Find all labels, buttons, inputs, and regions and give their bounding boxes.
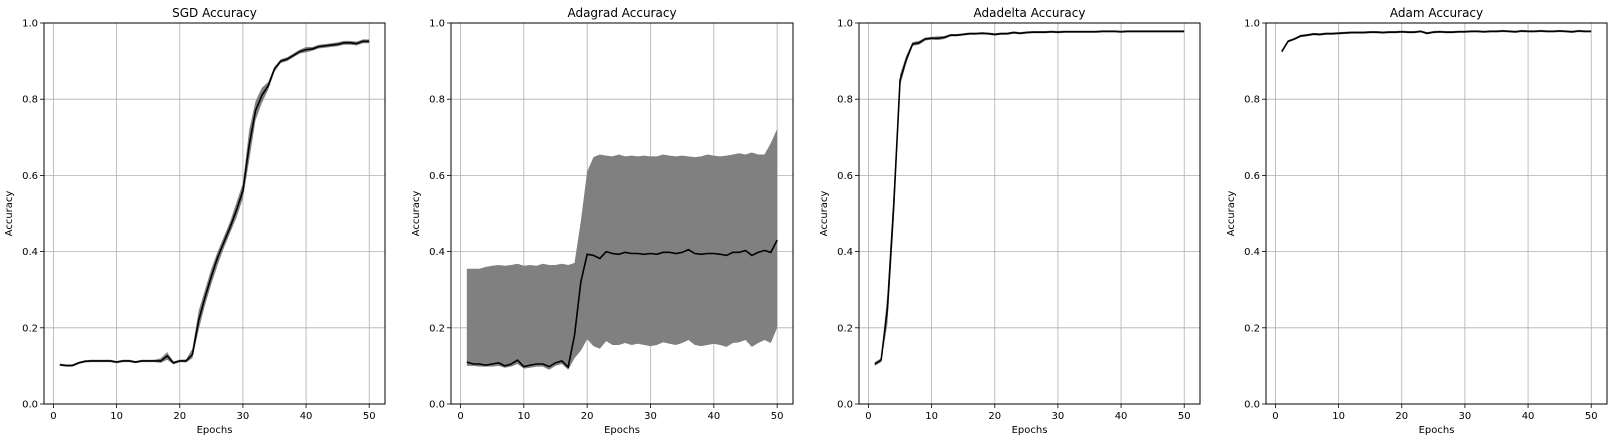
x-axis-label: Epochs: [1419, 425, 1455, 436]
x-tick-label: 30: [237, 411, 250, 422]
y-tick-label: 1.0: [1244, 19, 1260, 30]
axes-frame: [858, 22, 1201, 405]
x-tick-label: 50: [1178, 411, 1191, 422]
y-tick-label: 0.2: [837, 323, 853, 334]
y-tick-label: 0.6: [429, 171, 445, 182]
x-tick-label: 50: [1585, 411, 1598, 422]
x-tick-label: 0: [865, 411, 871, 422]
y-axis-label: Accuracy: [1226, 191, 1237, 237]
chart-title: Adadelta Accuracy: [974, 6, 1086, 20]
x-axis-label: Epochs: [604, 425, 640, 436]
x-tick-label: 50: [363, 411, 376, 422]
chart-panel-4: 0 10 20 30 40 50 0.0 0.2 0.4 0.6 0.8 1.0 Adam Accura…: [1226, 6, 1608, 436]
mean-line: [874, 30, 1185, 365]
y-axis-label: Accuracy: [4, 191, 15, 237]
x-tick-label: 20: [1395, 411, 1408, 422]
x-tick-label: 0: [457, 411, 463, 422]
y-tick-label: 0.8: [837, 95, 853, 106]
mean-line: [59, 40, 370, 367]
x-tick-label: 40: [1115, 411, 1128, 422]
std-band: [59, 39, 370, 367]
x-axis-label: Epochs: [1012, 425, 1048, 436]
y-tick-label: 0.8: [429, 95, 445, 106]
chart-panel-1: 0 10 20 30 40 50 0.0 0.2 0.4 0.6 0.8 1.0 SGD Accurac…: [4, 6, 386, 436]
x-axis-label: Epochs: [197, 425, 233, 436]
y-tick-label: 0.0: [22, 400, 38, 411]
x-tick-label: 50: [771, 411, 784, 422]
y-tick-label: 0.8: [22, 95, 38, 106]
x-tick-label: 20: [581, 411, 594, 422]
chart-title: SGD Accuracy: [172, 6, 257, 20]
y-tick-label: 0.0: [837, 400, 853, 411]
chart-panel-3: 0 10 20 30 40 50 0.0 0.2 0.4 0.6 0.8 1.0 Adadelta Ac…: [819, 6, 1201, 436]
chart-title: Adagrad Accuracy: [567, 6, 676, 20]
y-tick-label: 0.4: [837, 247, 853, 258]
y-tick-label: 0.0: [429, 400, 445, 411]
y-tick-label: 0.4: [22, 247, 38, 258]
y-tick-label: 1.0: [837, 19, 853, 30]
y-axis-label: Accuracy: [411, 191, 422, 237]
x-tick-label: 0: [50, 411, 56, 422]
mean-line: [466, 239, 778, 369]
y-tick-label: 0.2: [429, 323, 445, 334]
x-tick-label: 30: [644, 411, 657, 422]
x-tick-label: 30: [1459, 411, 1472, 422]
mean-line: [1281, 30, 1592, 52]
x-tick-label: 40: [300, 411, 313, 422]
y-tick-label: 0.0: [1244, 400, 1260, 411]
y-tick-label: 0.8: [1244, 95, 1260, 106]
y-tick-label: 0.4: [429, 247, 445, 258]
y-tick-label: 0.2: [1244, 323, 1260, 334]
y-tick-label: 1.0: [429, 19, 445, 30]
axes-frame: [1265, 22, 1608, 405]
std-band: [874, 30, 1185, 366]
y-tick-label: 0.4: [1244, 247, 1260, 258]
x-tick-label: 10: [110, 411, 123, 422]
chart-panel-2: 0 10 20 30 40 50 0.0 0.2 0.4 0.6 0.8 1.0 Adagrad Acc…: [411, 6, 794, 436]
chart-title: Adam Accuracy: [1390, 6, 1483, 20]
x-tick-label: 10: [517, 411, 530, 422]
y-tick-label: 1.0: [22, 19, 38, 30]
y-axis-label: Accuracy: [819, 191, 830, 237]
axes-frame: [43, 22, 386, 405]
y-tick-label: 0.6: [1244, 171, 1260, 182]
x-tick-label: 20: [173, 411, 186, 422]
x-tick-label: 20: [988, 411, 1001, 422]
x-tick-label: 40: [1522, 411, 1535, 422]
x-tick-label: 30: [1052, 411, 1065, 422]
std-band: [466, 128, 778, 370]
y-tick-label: 0.6: [22, 171, 38, 182]
y-tick-label: 0.6: [837, 171, 853, 182]
x-tick-label: 0: [1272, 411, 1278, 422]
x-tick-label: 10: [1332, 411, 1345, 422]
y-tick-label: 0.2: [22, 323, 38, 334]
x-tick-label: 10: [925, 411, 938, 422]
x-tick-label: 40: [707, 411, 720, 422]
axes-frame: [450, 22, 794, 405]
